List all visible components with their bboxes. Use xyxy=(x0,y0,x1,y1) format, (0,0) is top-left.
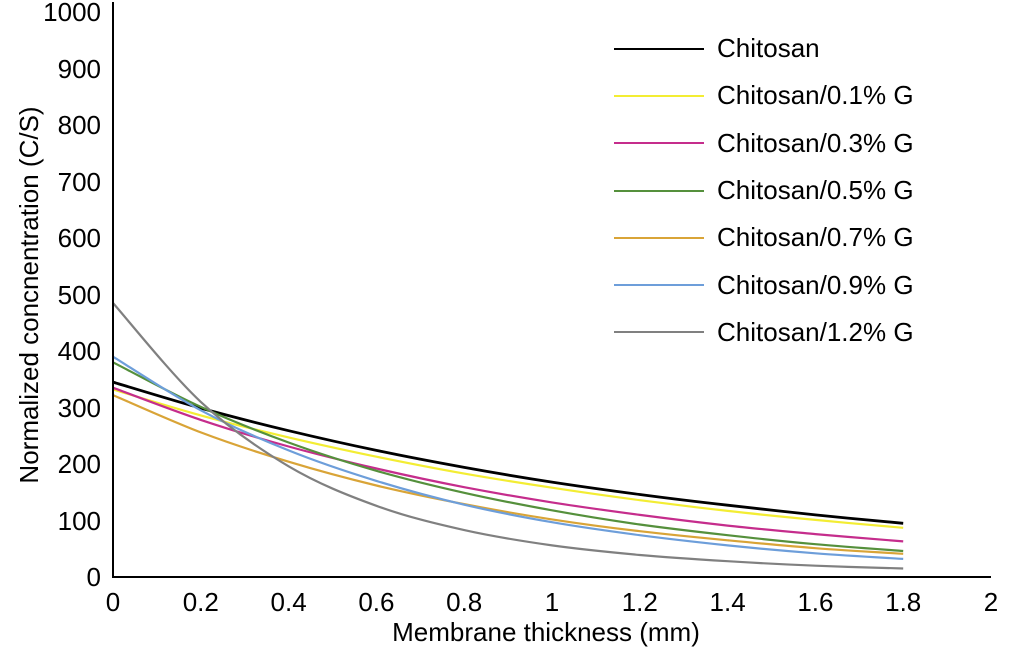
legend-item-chitosan-1-2-g: Chitosan/1.2% G xyxy=(614,309,914,356)
x-tick-label-1: 1 xyxy=(544,587,560,617)
x-tick-label-0.8: 0.8 xyxy=(446,587,483,617)
x-tick-label-1.8: 1.8 xyxy=(885,587,922,617)
legend-item-chitosan-0-5-g: Chitosan/0.5% G xyxy=(614,167,914,214)
x-tick-label-0.4: 0.4 xyxy=(270,587,307,617)
y-tick-label-600: 600 xyxy=(57,223,101,253)
legend-label: Chitosan/0.3% G xyxy=(717,127,914,158)
x-tick-label-1.6: 1.6 xyxy=(797,587,834,617)
legend-line-icon xyxy=(614,189,704,192)
y-tick-label-100: 100 xyxy=(57,505,101,536)
y-tick-label-700: 700 xyxy=(57,166,101,197)
legend-label: Chitosan/0.1% G xyxy=(717,80,914,111)
legend-line-icon xyxy=(614,236,704,239)
y-tick-label-200: 200 xyxy=(57,449,101,479)
legend-line-icon xyxy=(614,284,704,287)
y-tick-label-0: 0 xyxy=(86,562,101,592)
legend: Chitosan Chitosan/0.1% G Chitosan/0.3% G Ch… xyxy=(614,25,914,356)
curve-chitosan-0-5-g xyxy=(112,361,904,553)
curve-chitosan-0-7-g xyxy=(112,394,904,555)
legend-label: Chitosan/1.2% G xyxy=(717,316,914,347)
legend-label: Chitosan/0.5% G xyxy=(717,175,914,206)
x-axis-title: Membrane thickness (mm) xyxy=(392,617,700,647)
legend-item-chitosan-0-1-g: Chitosan/0.1% G xyxy=(614,72,914,119)
curve-chitosan-0-9-g xyxy=(112,355,904,560)
x-tick-label-1.2: 1.2 xyxy=(621,587,658,617)
legend-item-chitosan-0-7-g: Chitosan/0.7% G xyxy=(614,214,914,261)
legend-line-icon xyxy=(614,331,704,334)
curve-chitosan-0-1-g xyxy=(112,388,904,529)
legend-label: Chitosan xyxy=(717,33,820,64)
x-tick-label-0.2: 0.2 xyxy=(182,587,219,617)
x-tick-label-2: 2 xyxy=(983,587,999,617)
y-tick-label-500: 500 xyxy=(57,279,101,310)
curve-chitosan-0-3-g xyxy=(112,386,904,543)
y-tick-label-400: 400 xyxy=(57,336,101,366)
y-tick-label-800: 800 xyxy=(57,110,101,140)
legend-label: Chitosan/0.7% G xyxy=(717,222,914,253)
x-tick-label-1.4: 1.4 xyxy=(709,587,746,617)
curve-chitosan-1-2-g xyxy=(112,302,904,570)
y-tick-label-1000: 1000 xyxy=(43,0,101,27)
legend-item-chitosan-0-9-g: Chitosan/0.9% G xyxy=(614,261,914,308)
y-axis-title: Normalized concnentration (C/S) xyxy=(14,106,44,484)
legend-line-icon xyxy=(614,94,704,97)
legend-line-icon xyxy=(614,142,704,145)
y-tick-label-300: 300 xyxy=(57,392,101,423)
legend-line-icon xyxy=(614,47,704,50)
legend-item-chitosan-0-3-g: Chitosan/0.3% G xyxy=(614,120,914,167)
legend-label: Chitosan/0.9% G xyxy=(717,269,914,300)
legend-item-chitosan: Chitosan xyxy=(614,25,914,72)
x-tick-label-0.6: 0.6 xyxy=(358,587,395,617)
x-tick-label-0: 0 xyxy=(105,587,121,617)
y-tick-label-900: 900 xyxy=(57,53,101,84)
curve-chitosan xyxy=(112,380,904,525)
